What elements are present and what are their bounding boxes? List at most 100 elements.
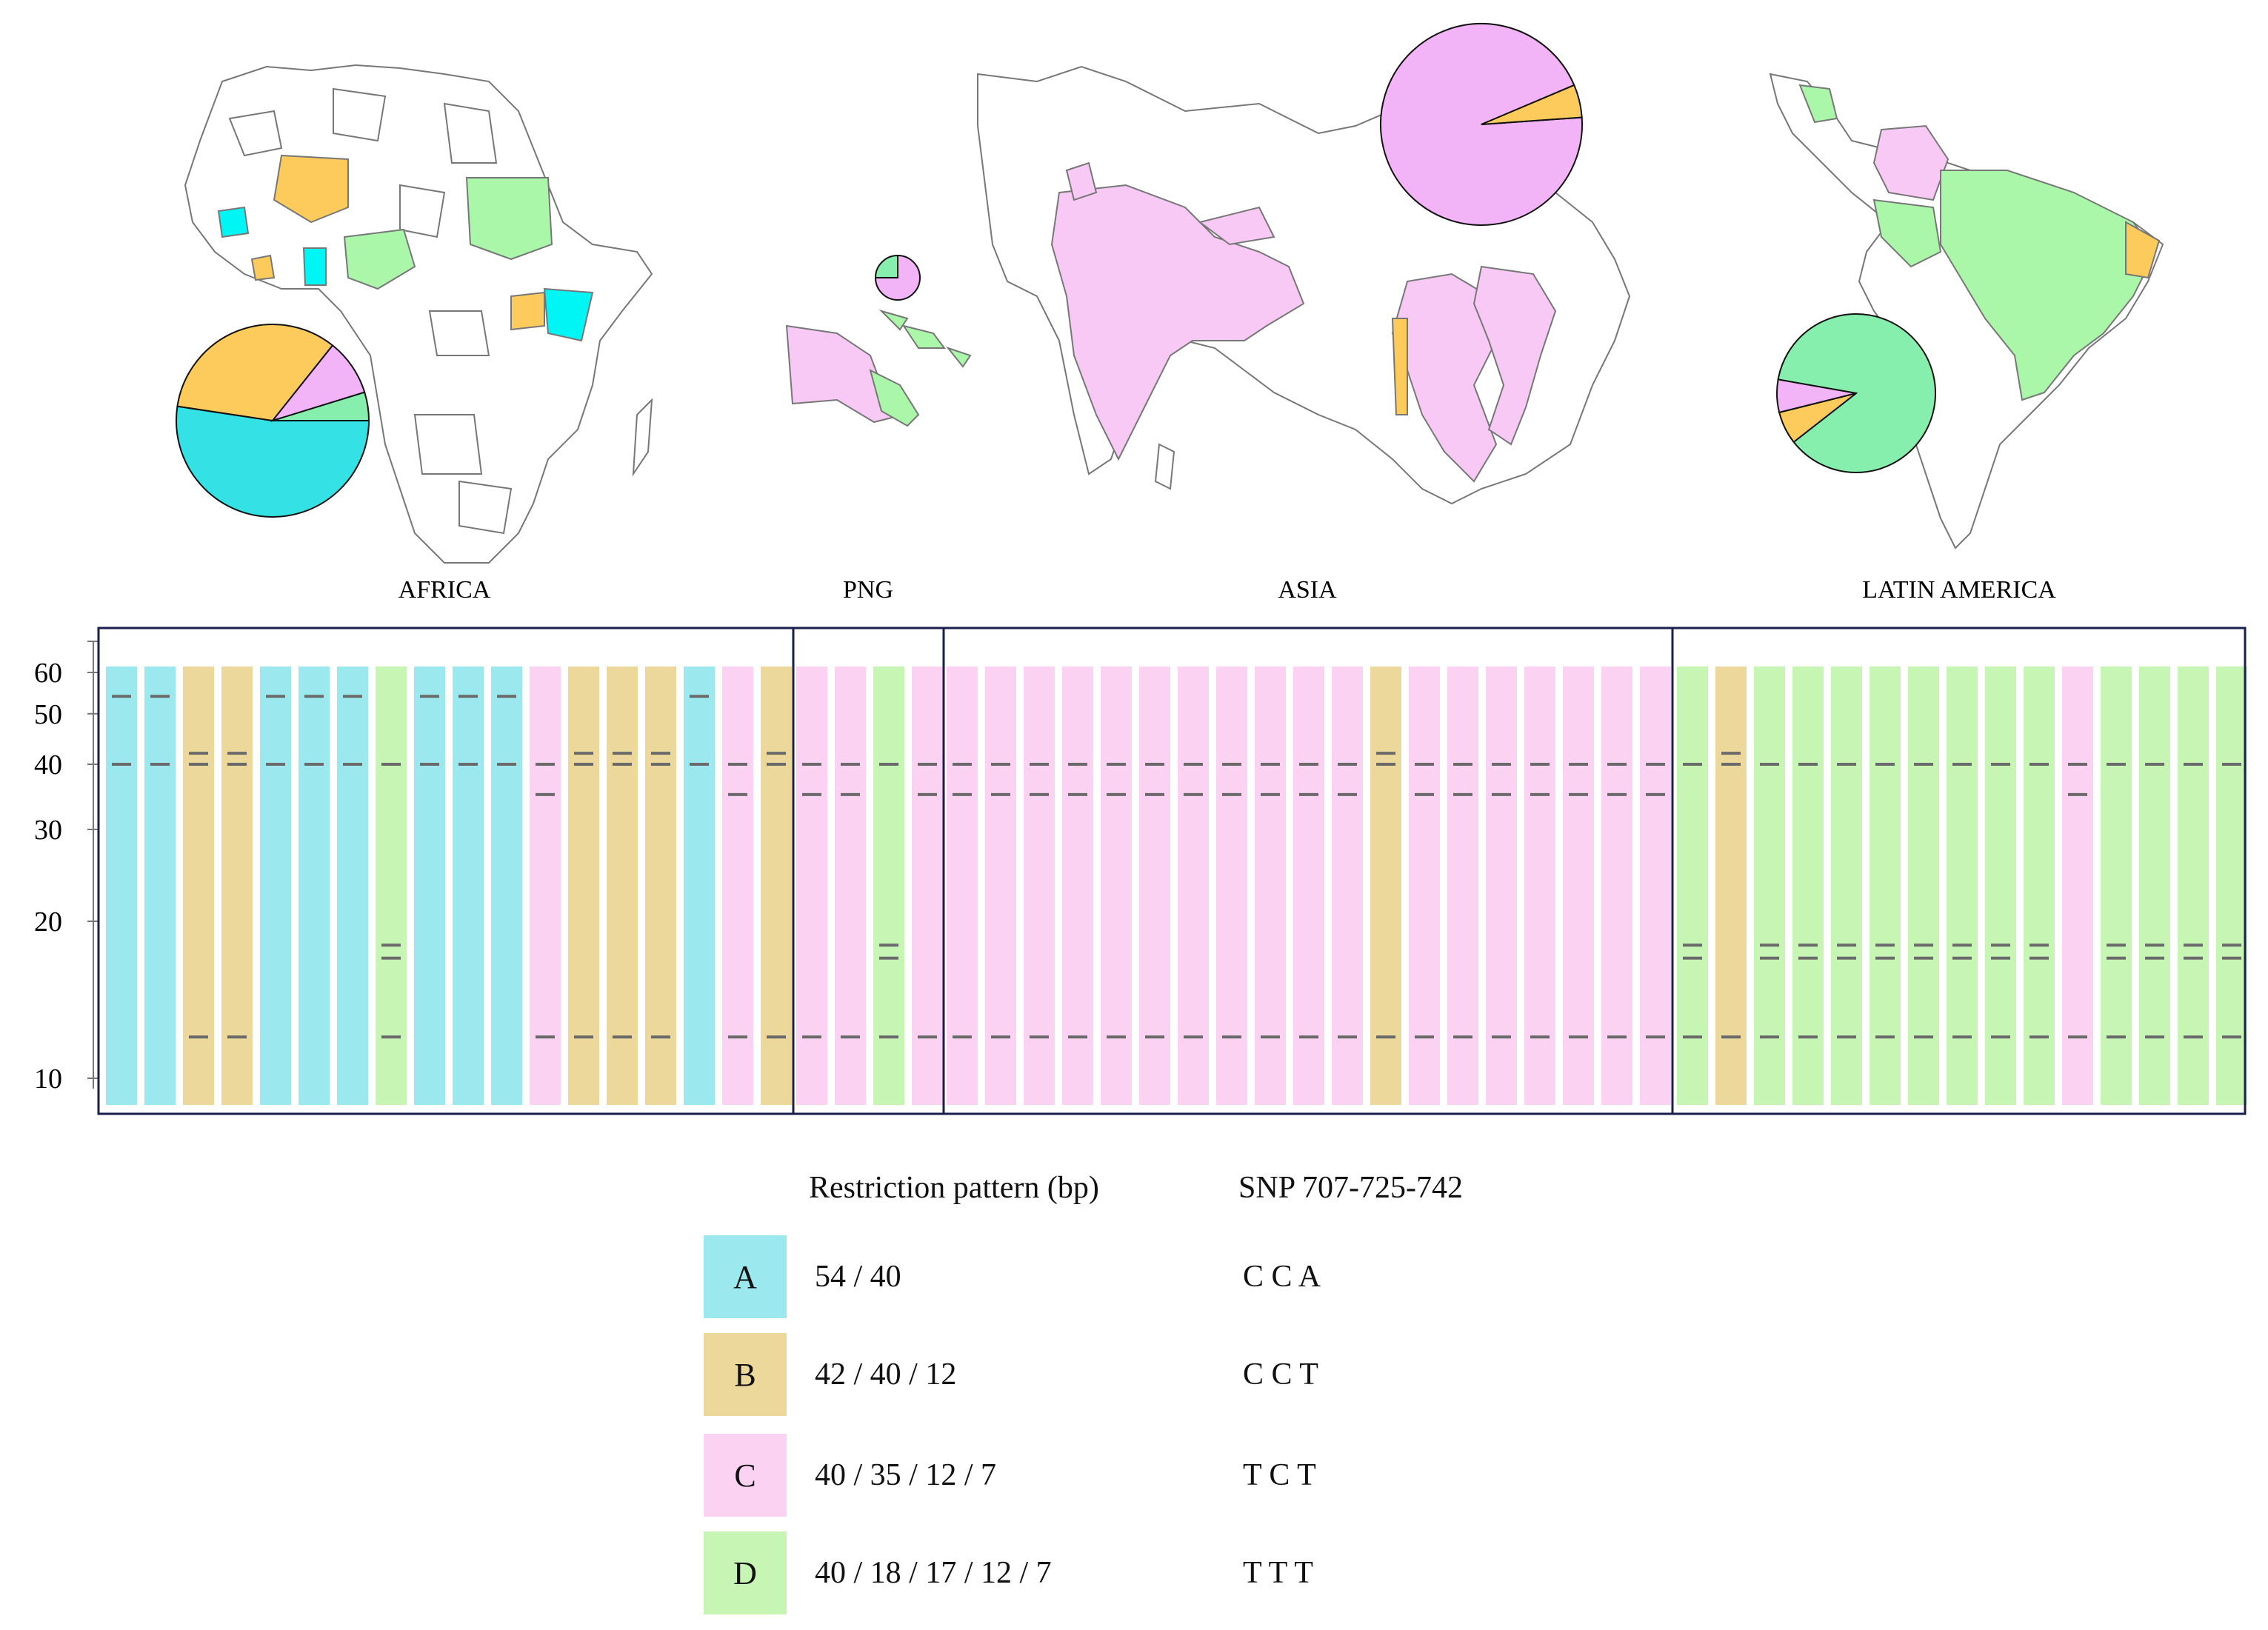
gel-lane-bg bbox=[1332, 667, 1363, 1105]
gel-lane-bg bbox=[1792, 667, 1824, 1105]
gel-lane-bg bbox=[1370, 667, 1401, 1105]
legend-snp-a: C C A bbox=[1243, 1260, 1321, 1294]
gel-lane bbox=[684, 667, 715, 1105]
gel-lane bbox=[376, 667, 407, 1105]
region-label-africa: AFRICA bbox=[398, 576, 491, 604]
kenya-shape bbox=[543, 287, 594, 342]
ne-brazil-shape bbox=[2125, 221, 2161, 279]
gel-lane bbox=[1831, 667, 1862, 1105]
gel-lane bbox=[835, 667, 866, 1105]
gel-lane bbox=[796, 667, 827, 1105]
gel-lane-bg bbox=[1715, 667, 1747, 1105]
gel-lane bbox=[491, 667, 522, 1105]
gel-lane bbox=[1370, 667, 1401, 1105]
gel-lane-bg bbox=[1062, 667, 1093, 1105]
gel-panel: 10 20 30 40 50 60 bbox=[34, 627, 2247, 1115]
gel-lane bbox=[106, 667, 137, 1105]
gel-lane-bg bbox=[912, 667, 943, 1105]
gel-lane bbox=[183, 667, 214, 1105]
legend-header-snp: SNP 707-725-742 bbox=[1238, 1171, 1463, 1205]
gel-lane-bg bbox=[645, 667, 676, 1105]
gel-lane bbox=[221, 667, 253, 1105]
pie-slice bbox=[1776, 378, 1857, 414]
legend-pattern-c: 40 / 35 / 12 / 7 bbox=[815, 1458, 997, 1492]
gel-lane bbox=[985, 667, 1016, 1105]
sierra-leone-shape bbox=[250, 254, 276, 281]
gel-lane-bg bbox=[2062, 667, 2093, 1105]
gel-lane bbox=[144, 667, 176, 1105]
gel-lane-bg bbox=[1640, 667, 1671, 1105]
gel-lane-bg bbox=[761, 667, 792, 1105]
gel-lane bbox=[1754, 667, 1785, 1105]
gel-lane-bg bbox=[796, 667, 827, 1105]
gel-lane-bg bbox=[1831, 667, 1862, 1105]
gel-lane-bg bbox=[2024, 667, 2055, 1105]
gel-lane-bg bbox=[1447, 667, 1478, 1105]
region-label-asia: ASIA bbox=[1278, 576, 1337, 604]
pie-slice bbox=[176, 324, 334, 422]
gel-lane-bg bbox=[873, 667, 904, 1105]
gel-lane-bg bbox=[2139, 667, 2170, 1105]
gel-lane-bg bbox=[453, 667, 484, 1105]
pie-slice bbox=[176, 405, 370, 518]
region-label-latin-america: LATIN AMERICA bbox=[1862, 576, 2056, 604]
gel-lane-bg bbox=[985, 667, 1016, 1105]
gel-lane bbox=[1563, 667, 1594, 1105]
gel-lane bbox=[1024, 667, 1055, 1105]
gel-lane bbox=[1332, 667, 1363, 1105]
y-tick-label: 10 bbox=[34, 1063, 62, 1095]
gel-lane-bg bbox=[835, 667, 866, 1105]
gel-lane-bg bbox=[1139, 667, 1170, 1105]
gel-lane-bg bbox=[1601, 667, 1632, 1105]
pie-png bbox=[874, 254, 921, 301]
legend-swatch-d: D bbox=[704, 1532, 787, 1614]
gel-lane-bg bbox=[1908, 667, 1939, 1105]
myanmar-border-shape bbox=[1391, 318, 1408, 415]
gel-lane bbox=[645, 667, 676, 1105]
gel-lane-bg bbox=[1409, 667, 1440, 1105]
gel-lane-bg bbox=[1563, 667, 1594, 1105]
y-tick-label: 20 bbox=[34, 906, 62, 938]
legend-row-c: C 40 / 35 / 12 / 7 T C T bbox=[704, 1434, 1592, 1517]
brazil-shape bbox=[1940, 170, 2157, 401]
gel-lane-bg bbox=[722, 667, 753, 1105]
y-tick-label: 40 bbox=[34, 749, 62, 781]
gel-lane-bg bbox=[221, 667, 253, 1105]
gel-lane bbox=[1715, 667, 1747, 1105]
gel-lane-bg bbox=[1216, 667, 1247, 1105]
gel-lane bbox=[337, 667, 368, 1105]
gel-lane-bg bbox=[106, 667, 137, 1105]
peru-shape bbox=[1872, 198, 1942, 268]
gel-lane bbox=[761, 667, 792, 1105]
legend-pattern-d: 40 / 18 / 17 / 12 / 7 bbox=[815, 1556, 1052, 1590]
gel-lane bbox=[1947, 667, 1978, 1105]
senegal-shape bbox=[217, 206, 250, 238]
gel-lane bbox=[453, 667, 484, 1105]
gel-lane bbox=[2178, 667, 2209, 1105]
ghana-shape bbox=[302, 247, 327, 286]
gel-lane-bg bbox=[1101, 667, 1132, 1105]
legend-pattern-b: 42 / 40 / 12 bbox=[815, 1357, 957, 1392]
pie-slice bbox=[1777, 313, 1937, 473]
gel-lane-bg bbox=[947, 667, 978, 1105]
gel-lane bbox=[1640, 667, 1671, 1105]
gel-lane bbox=[2101, 667, 2132, 1105]
gel-lane bbox=[1293, 667, 1324, 1105]
legend-swatch-a: A bbox=[704, 1235, 787, 1318]
gel-lane-bg bbox=[607, 667, 638, 1105]
y-tick-label: 60 bbox=[34, 658, 62, 689]
gel-lane-bg bbox=[298, 667, 330, 1105]
gel-lane bbox=[260, 667, 291, 1105]
png-map bbox=[785, 309, 972, 427]
pie-latin-america bbox=[1776, 313, 1937, 473]
gel-lane-bg bbox=[1677, 667, 1708, 1105]
mali-shape bbox=[273, 154, 349, 224]
gel-lane bbox=[568, 667, 599, 1105]
gel-lane-bg bbox=[376, 667, 407, 1105]
gel-lane bbox=[947, 667, 978, 1105]
legend-snp-b: C C T bbox=[1243, 1357, 1318, 1392]
gel-lanes bbox=[106, 667, 2247, 1105]
legend-snp-c: T C T bbox=[1243, 1458, 1316, 1492]
india-shape bbox=[1050, 184, 1305, 461]
